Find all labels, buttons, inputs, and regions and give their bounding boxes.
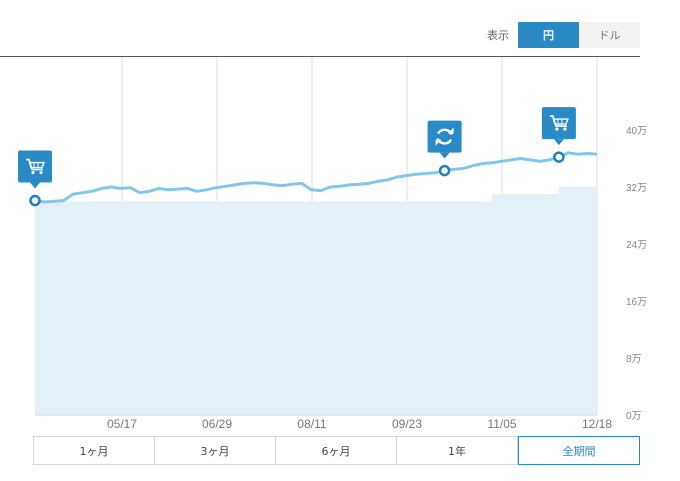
buy-event-marker[interactable] bbox=[18, 150, 52, 207]
currency-toggle[interactable]: 円 ドル bbox=[518, 22, 640, 48]
principal-area bbox=[35, 187, 597, 415]
cart-icon-basket bbox=[552, 118, 569, 125]
marker-badge bbox=[427, 120, 462, 153]
marker-badge bbox=[541, 107, 576, 140]
cart-icon-basket bbox=[28, 161, 46, 169]
header-divider bbox=[0, 56, 640, 57]
x-tick-label: 05/17 bbox=[107, 417, 137, 431]
value-line bbox=[34, 151, 598, 204]
range-3-month-button[interactable]: 3ヶ月 bbox=[155, 436, 276, 465]
y-tick-label: 16万 bbox=[626, 297, 647, 308]
dollar-button[interactable]: ドル bbox=[579, 22, 640, 48]
cart-icon-wheel bbox=[39, 170, 43, 175]
x-tick-label: 12/18 bbox=[582, 417, 612, 431]
range-6-month-button[interactable]: 6ヶ月 bbox=[276, 436, 397, 465]
marker-pointer bbox=[553, 139, 564, 146]
display-label: 表示 bbox=[487, 29, 509, 42]
y-tick-label: 32万 bbox=[626, 183, 647, 194]
y-tick-label: 8万 bbox=[626, 354, 642, 365]
range-1-year-button[interactable]: 1年 bbox=[397, 436, 518, 465]
x-tick-label: 09/23 bbox=[392, 417, 422, 431]
y-tick-label: 24万 bbox=[626, 240, 647, 251]
cart-icon-wheel bbox=[555, 127, 559, 131]
cart-icon-wheel bbox=[31, 170, 35, 175]
y-tick-label: 0万 bbox=[626, 411, 642, 422]
event-point bbox=[438, 164, 451, 177]
marker-pointer bbox=[439, 152, 450, 159]
buy-event-marker[interactable] bbox=[541, 107, 576, 163]
refresh-icon-arrow bbox=[435, 139, 442, 146]
range-selector[interactable]: 1ヶ月 3ヶ月 6ヶ月 1年 全期間 bbox=[33, 436, 640, 465]
range-1-month-button[interactable]: 1ヶ月 bbox=[33, 436, 155, 465]
x-tick-label: 11/05 bbox=[487, 417, 516, 431]
marker-badge bbox=[18, 150, 52, 183]
refresh-icon-arrow bbox=[447, 127, 454, 134]
y-tick-label: 40万 bbox=[626, 126, 647, 137]
event-point bbox=[553, 151, 565, 163]
x-tick-label: 06/29 bbox=[202, 417, 232, 431]
rebalance-event-marker[interactable] bbox=[427, 120, 462, 177]
cart-icon-wheel bbox=[563, 127, 567, 131]
marker-pointer bbox=[30, 182, 40, 189]
event-point bbox=[29, 194, 41, 207]
x-tick-label: 08/11 bbox=[297, 417, 326, 431]
range-all-button[interactable]: 全期間 bbox=[518, 436, 640, 465]
yen-button[interactable]: 円 bbox=[518, 22, 579, 48]
